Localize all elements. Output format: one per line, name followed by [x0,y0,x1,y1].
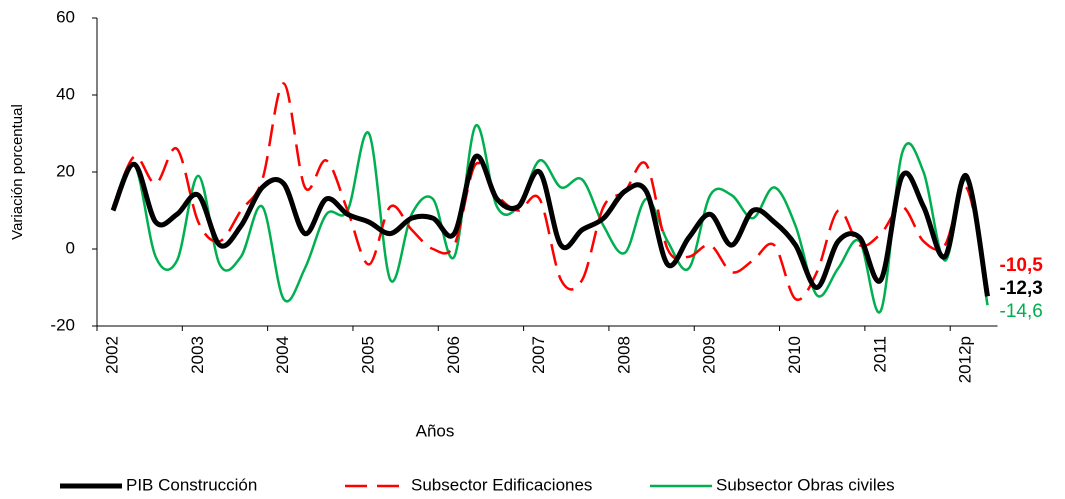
y-tick-label: 0 [66,238,75,257]
y-axis-title: Variación porcentual [9,104,26,240]
value-label: -14,6 [1000,301,1043,322]
y-tick-label: -20 [50,315,75,334]
legend-label: PIB Construcción [126,475,257,494]
x-tick-label: 2005 [358,336,377,374]
x-tick-label: 2009 [700,336,719,374]
x-tick-label: 2008 [614,336,633,374]
series-line [110,153,990,297]
value-label: -10,5 [1000,255,1044,276]
x-tick-label: 2003 [188,336,207,374]
x-tick-label: 2011 [870,336,889,373]
x-tick-label: 2010 [785,336,804,374]
x-tick-label: 2002 [102,336,121,374]
series-line [111,82,989,301]
x-tick-label: 2007 [529,336,548,374]
legend-label: Subsector Obras civiles [716,475,895,494]
y-tick-label: 20 [56,161,75,180]
x-axis-title: Años [416,421,455,440]
legend-label: Subsector Edificaciones [411,475,592,494]
y-tick-label: 40 [56,84,75,103]
x-tick-label: 2006 [444,336,463,374]
y-tick-label: 60 [56,7,75,26]
x-tick-label: 2004 [273,336,292,374]
x-tick-label: 2012p [956,336,975,383]
value-label: -12,3 [1000,278,1043,299]
